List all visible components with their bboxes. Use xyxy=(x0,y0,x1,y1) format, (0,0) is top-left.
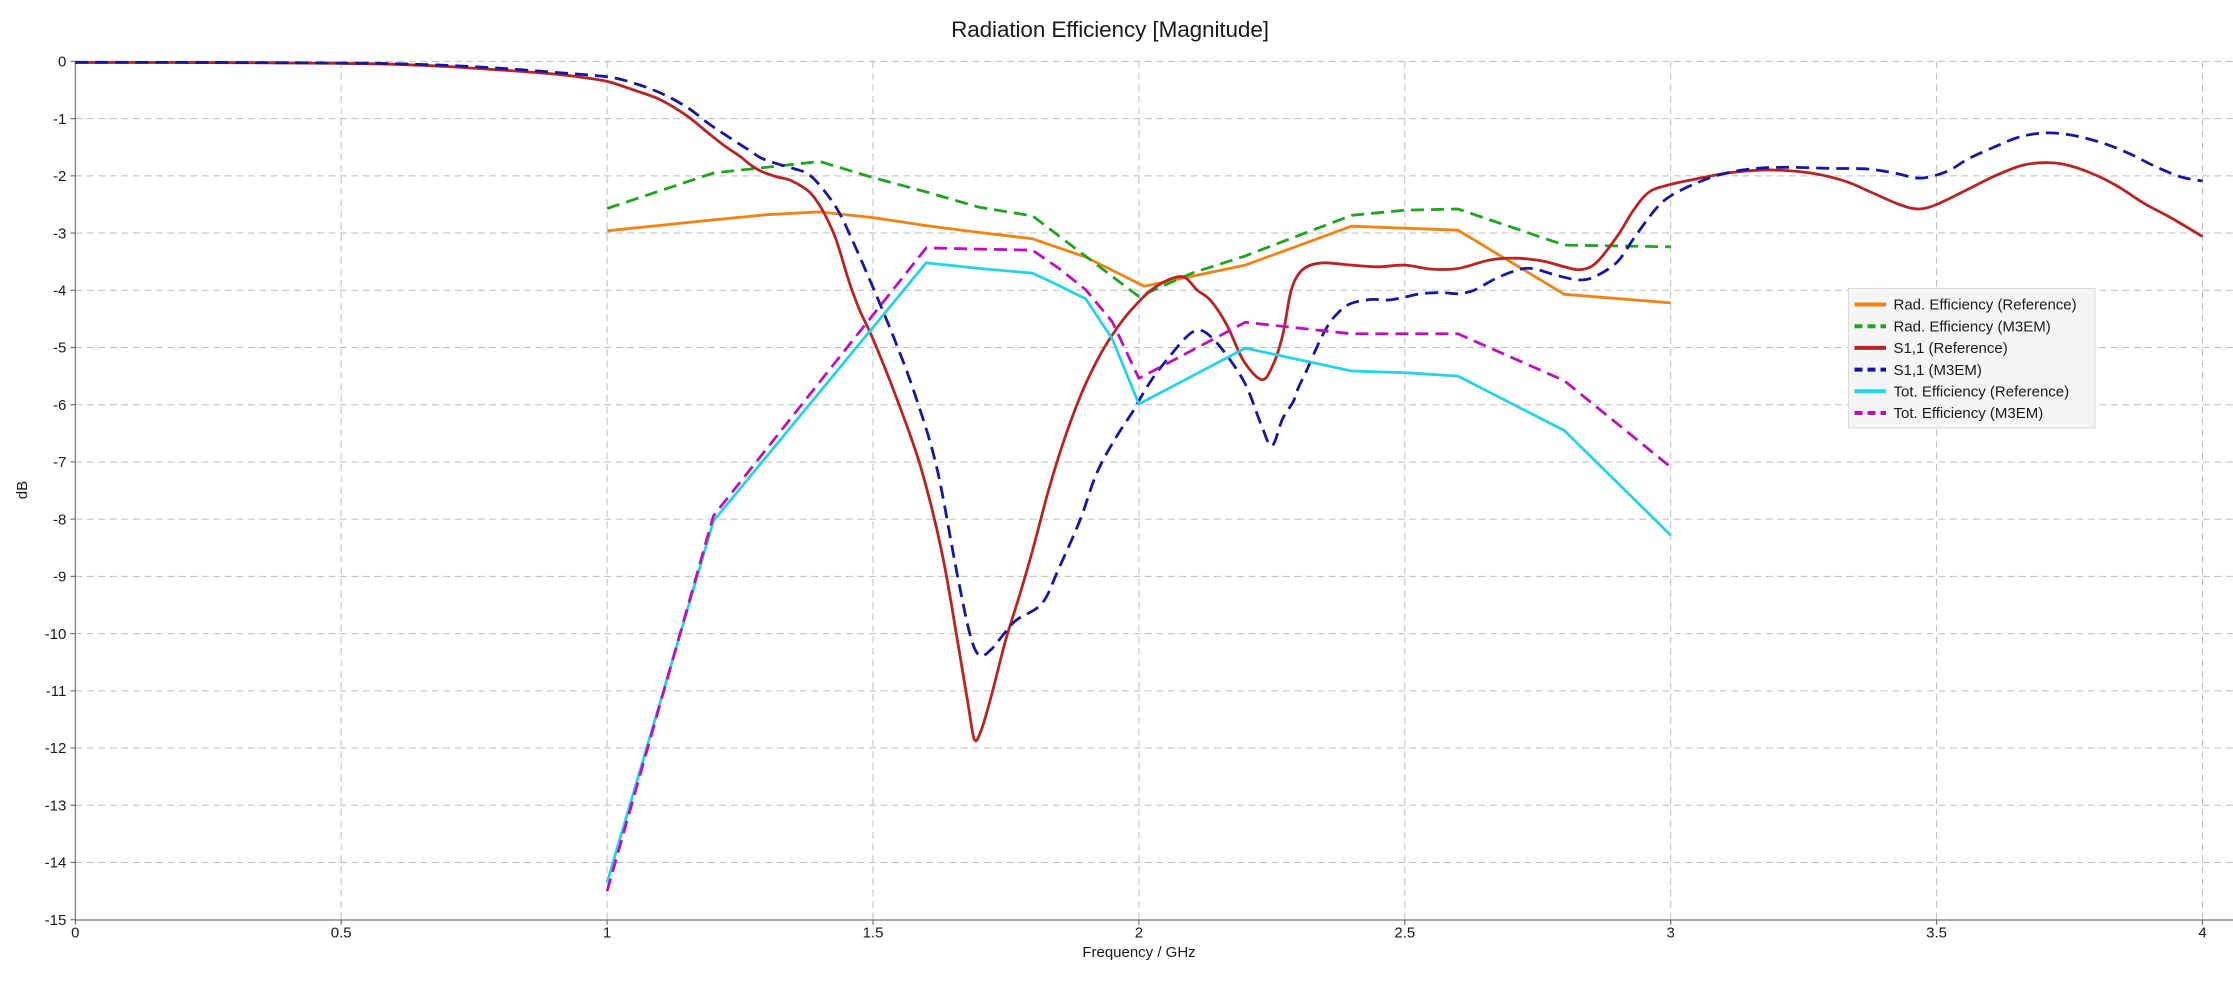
svg-text:1: 1 xyxy=(603,925,611,942)
svg-text:0: 0 xyxy=(71,925,79,942)
svg-text:-6: -6 xyxy=(53,397,66,414)
svg-text:-1: -1 xyxy=(53,111,66,128)
svg-text:-2: -2 xyxy=(53,168,66,185)
svg-text:S1,1 (Reference): S1,1 (Reference) xyxy=(1894,340,2008,357)
svg-text:2: 2 xyxy=(1135,925,1143,942)
svg-text:0.5: 0.5 xyxy=(331,925,352,942)
svg-text:Rad. Efficiency (Reference): Rad. Efficiency (Reference) xyxy=(1894,297,2077,314)
svg-text:Rad. Efficiency (M3EM): Rad. Efficiency (M3EM) xyxy=(1894,318,2051,335)
svg-text:3: 3 xyxy=(1667,925,1675,942)
svg-text:2.5: 2.5 xyxy=(1394,925,1415,942)
svg-text:-7: -7 xyxy=(53,454,66,471)
svg-text:-10: -10 xyxy=(45,626,67,643)
svg-text:-14: -14 xyxy=(45,855,67,872)
svg-text:1.5: 1.5 xyxy=(863,925,884,942)
svg-text:-5: -5 xyxy=(53,340,66,357)
svg-text:3.5: 3.5 xyxy=(1926,925,1947,942)
svg-text:dB: dB xyxy=(14,481,31,499)
svg-text:0: 0 xyxy=(58,54,66,71)
svg-text:-8: -8 xyxy=(53,511,66,528)
svg-text:-12: -12 xyxy=(45,740,67,757)
svg-text:-11: -11 xyxy=(46,683,67,700)
svg-text:-4: -4 xyxy=(53,282,66,299)
svg-text:S1,1 (M3EM): S1,1 (M3EM) xyxy=(1894,362,1982,379)
svg-text:Frequency / GHz: Frequency / GHz xyxy=(1082,944,1195,961)
svg-text:-9: -9 xyxy=(53,569,66,586)
svg-text:Tot. Efficiency (Reference): Tot. Efficiency (Reference) xyxy=(1894,384,2070,401)
svg-text:Tot. Efficiency (M3EM): Tot. Efficiency (M3EM) xyxy=(1894,405,2044,422)
svg-text:Radiation Efficiency [Magnitud: Radiation Efficiency [Magnitude] xyxy=(951,17,1269,42)
svg-text:-13: -13 xyxy=(45,797,67,814)
svg-text:-3: -3 xyxy=(53,225,66,242)
svg-text:4: 4 xyxy=(2198,925,2206,942)
svg-text:-15: -15 xyxy=(45,912,67,929)
